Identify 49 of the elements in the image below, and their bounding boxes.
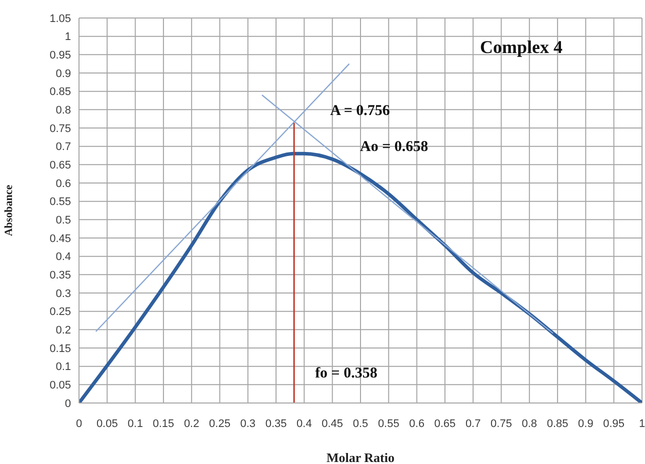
x-tick-label: 0.35	[265, 418, 287, 430]
x-tick-label: 0.6	[409, 418, 424, 430]
text: Complex 4	[480, 37, 562, 58]
x-tick-label: 0.95	[603, 418, 625, 430]
x-tick-label: 0.85	[546, 418, 568, 430]
x-tick-label: 0.3	[240, 418, 256, 430]
y-tick-label: 0.6	[56, 178, 71, 190]
y-tick-label: 0.4	[56, 251, 71, 264]
x-tick-label: 0.45	[322, 418, 344, 430]
y-tick-label: 0.5	[56, 214, 71, 227]
y-tick-label: 0.85	[50, 86, 71, 98]
y-tick-label: 0.25	[50, 306, 71, 318]
y-tick-label: 0.15	[50, 342, 71, 355]
y-tick-label: 0.9	[56, 68, 71, 80]
x-tick-label: 0.15	[152, 418, 174, 430]
y-tick-label: 0	[64, 398, 71, 410]
y-tick-label: 0.05	[50, 380, 71, 392]
annotation: A = 0.756	[330, 103, 390, 120]
x-tick-label: 0.4	[296, 418, 312, 430]
y-tick-label: 0.1	[56, 361, 71, 374]
y-tick-label: 0.2	[56, 324, 71, 337]
x-tick-label: 0.5	[352, 418, 368, 430]
y-tick-label: 0.95	[50, 50, 71, 62]
y-tick-label: 0.55	[50, 196, 71, 208]
y-tick-label: 0.75	[50, 122, 71, 135]
x-tick-label: 0.9	[578, 418, 594, 430]
x-tick-label: 1	[638, 418, 645, 430]
y-tick-label: 0.45	[50, 232, 71, 245]
y-axis-title: Absobance	[2, 184, 15, 236]
x-tick-label: 0.65	[434, 418, 456, 430]
x-tick-label: 0.2	[184, 418, 200, 430]
x-tick-label: 0.75	[490, 418, 512, 430]
x-tick-label: 0.7	[465, 418, 481, 430]
x-tick-label: 0.55	[378, 418, 400, 430]
y-tick-label: 0.8	[56, 104, 71, 117]
y-tick-label: 0.7	[56, 141, 71, 154]
annotation: fo = 0.358	[315, 365, 378, 382]
y-tick-label: 1.05	[50, 12, 71, 25]
y-tick-label: 0.65	[50, 160, 71, 172]
x-tick-label: 0.25	[209, 418, 230, 430]
x-axis-title: Molar Ratio	[326, 450, 394, 464]
y-tick-label: 0.3	[56, 288, 71, 300]
y-tick-label: 0.35	[50, 270, 71, 282]
x-tick-label: 0.1	[128, 418, 143, 430]
annotation: Ao = 0.658	[360, 139, 428, 156]
x-tick-label: 0	[76, 418, 82, 430]
y-tick-label: 1	[64, 31, 71, 44]
x-tick-label: 0.05	[96, 418, 118, 430]
x-tick-label: 0.8	[522, 418, 538, 430]
